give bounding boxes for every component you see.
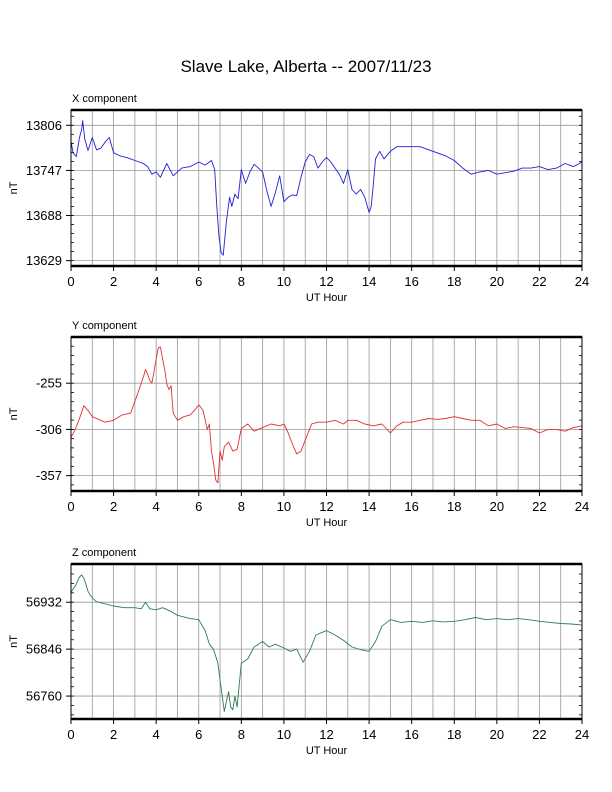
y-x-tick-label: 2 <box>110 499 117 514</box>
x-x-tick-label: 6 <box>195 274 202 289</box>
x-x-tick-label: 22 <box>532 274 546 289</box>
z-x-tick-label: 6 <box>195 727 202 742</box>
x-x-tick-label: 24 <box>575 274 589 289</box>
z-x-tick-label: 0 <box>67 727 74 742</box>
y-x-tick-label: 6 <box>195 499 202 514</box>
x-y-axis-label: nT <box>8 181 20 194</box>
z-x-tick-label: 12 <box>319 727 333 742</box>
y-x-tick-label: 16 <box>404 499 418 514</box>
z-x-tick-label: 24 <box>575 727 589 742</box>
z-y-tick-label: 56932 <box>26 595 62 610</box>
x-x-axis-label: UT Hour <box>306 292 348 304</box>
z-series-line <box>70 574 583 712</box>
y-x-tick-label: 4 <box>153 499 160 514</box>
y-x-tick-label: 12 <box>319 499 333 514</box>
z-component-title: Z component <box>72 547 136 559</box>
y-x-tick-label: 18 <box>447 499 461 514</box>
x-x-tick-label: 10 <box>277 274 291 289</box>
x-x-tick-label: 12 <box>319 274 333 289</box>
y-series-line <box>70 346 583 484</box>
x-x-tick-label: 8 <box>238 274 245 289</box>
z-x-tick-label: 10 <box>277 727 291 742</box>
y-x-tick-label: 22 <box>532 499 546 514</box>
y-x-axis-label: UT Hour <box>306 517 348 529</box>
y-x-tick-label: 20 <box>490 499 504 514</box>
x-x-tick-label: 14 <box>362 274 376 289</box>
x-y-tick-label: 13688 <box>26 208 62 223</box>
x-series-line <box>70 120 583 256</box>
z-y-tick-label: 56760 <box>26 689 62 704</box>
z-y-tick-label: 56846 <box>26 642 62 657</box>
y-x-tick-label: 8 <box>238 499 245 514</box>
y-y-tick-label: -357 <box>36 468 62 483</box>
y-y-tick-label: -306 <box>36 422 62 437</box>
x-x-tick-label: 16 <box>404 274 418 289</box>
y-x-tick-label: 24 <box>575 499 589 514</box>
x-x-tick-label: 18 <box>447 274 461 289</box>
x-x-tick-label: 20 <box>490 274 504 289</box>
page-title: Slave Lake, Alberta -- 2007/11/23 <box>180 57 432 76</box>
x-x-tick-label: 0 <box>67 274 74 289</box>
z-x-tick-label: 8 <box>238 727 245 742</box>
y-x-tick-label: 14 <box>362 499 376 514</box>
x-x-tick-label: 2 <box>110 274 117 289</box>
z-x-tick-label: 14 <box>362 727 376 742</box>
z-x-tick-label: 16 <box>404 727 418 742</box>
z-x-tick-label: 22 <box>532 727 546 742</box>
z-x-axis-label: UT Hour <box>306 745 348 757</box>
z-x-tick-label: 20 <box>490 727 504 742</box>
x-x-tick-label: 4 <box>153 274 160 289</box>
x-y-tick-label: 13747 <box>26 163 62 178</box>
x-y-tick-label: 13806 <box>26 118 62 133</box>
z-x-tick-label: 4 <box>153 727 160 742</box>
x-y-tick-label: 13629 <box>26 253 62 268</box>
z-x-tick-label: 18 <box>447 727 461 742</box>
y-x-tick-label: 10 <box>277 499 291 514</box>
y-y-axis-label: nT <box>8 407 20 420</box>
x-component-title: X component <box>72 93 137 105</box>
z-x-tick-label: 2 <box>110 727 117 742</box>
z-y-axis-label: nT <box>8 635 20 648</box>
y-x-tick-label: 0 <box>67 499 74 514</box>
y-y-tick-label: -255 <box>36 376 62 391</box>
y-component-title: Y component <box>72 320 137 332</box>
